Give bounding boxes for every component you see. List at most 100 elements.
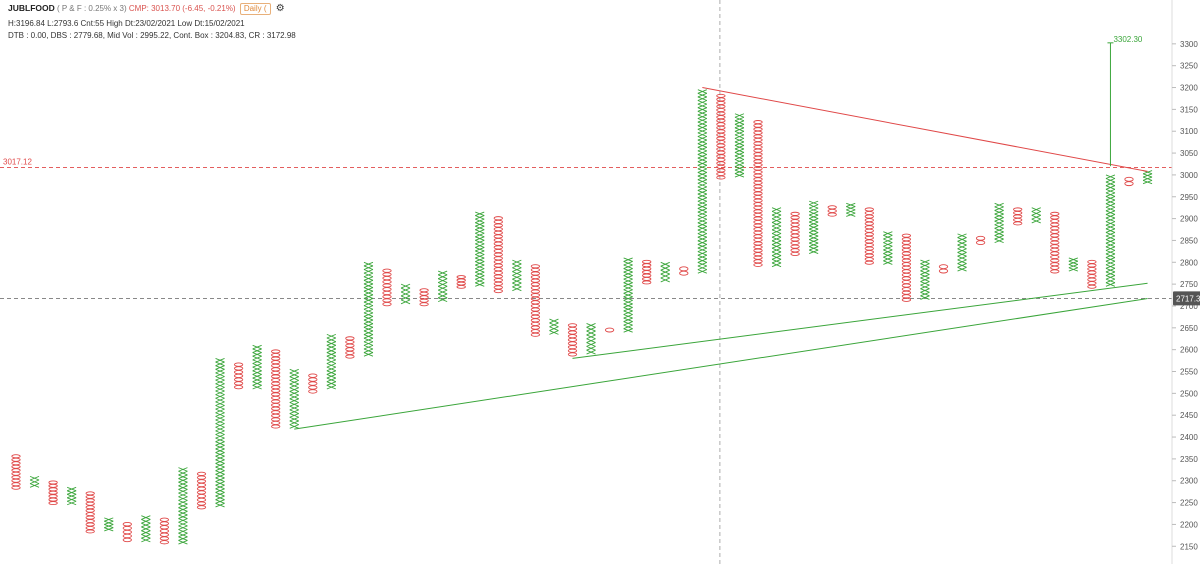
o-mark xyxy=(790,222,800,227)
x-mark xyxy=(771,251,782,257)
o-mark xyxy=(48,490,58,495)
x-mark xyxy=(215,477,225,482)
x-mark xyxy=(586,349,596,355)
x-mark xyxy=(437,285,448,291)
x-mark xyxy=(363,323,374,328)
x-mark xyxy=(475,257,485,262)
o-mark xyxy=(48,480,58,485)
o-column xyxy=(753,120,763,267)
o-mark xyxy=(716,157,726,162)
x-mark xyxy=(623,292,633,298)
o-mark xyxy=(493,263,503,268)
y-tick-label: 2500 xyxy=(1180,389,1198,398)
x-mark xyxy=(883,234,893,240)
o-mark xyxy=(48,487,58,492)
x-mark xyxy=(697,247,708,253)
o-mark xyxy=(493,267,503,272)
o-mark xyxy=(271,381,281,386)
x-mark xyxy=(957,248,967,253)
o-mark xyxy=(1050,211,1060,216)
x-mark xyxy=(437,282,448,287)
current-price: CMP: 3013.70 (-6.45, -0.21%) xyxy=(128,4,236,13)
x-mark xyxy=(808,239,819,244)
o-mark xyxy=(642,266,652,271)
o-mark xyxy=(530,264,541,269)
o-mark xyxy=(233,381,244,386)
o-mark xyxy=(1087,263,1097,268)
o-mark xyxy=(753,219,763,225)
x-mark xyxy=(623,278,633,284)
x-mark xyxy=(363,294,374,299)
x-mark xyxy=(697,186,708,191)
x-mark xyxy=(326,344,337,350)
x-mark xyxy=(808,242,819,247)
x-mark xyxy=(957,237,967,242)
o-mark xyxy=(604,327,615,333)
price-tag xyxy=(1173,291,1200,306)
x-mark xyxy=(660,269,670,275)
x-mark xyxy=(363,269,374,274)
x-mark xyxy=(586,330,596,336)
x-mark xyxy=(215,361,225,367)
x-mark xyxy=(475,246,485,252)
x-mark xyxy=(289,383,299,389)
x-mark xyxy=(586,342,596,347)
x-mark xyxy=(437,289,448,295)
x-mark xyxy=(363,341,374,346)
o-mark xyxy=(753,177,763,182)
x-mark xyxy=(215,415,225,421)
x-mark xyxy=(178,478,188,483)
x-column xyxy=(549,318,559,335)
x-mark xyxy=(512,263,522,269)
x-mark xyxy=(178,521,188,527)
o-mark xyxy=(345,354,355,359)
x-mark xyxy=(215,372,225,377)
o-mark xyxy=(271,403,281,408)
x-mark xyxy=(1105,181,1116,187)
x-mark xyxy=(104,517,114,522)
x-column xyxy=(475,211,485,287)
gear-icon[interactable]: ⚙ xyxy=(275,3,285,14)
y-tick-label: 2750 xyxy=(1180,280,1198,289)
o-mark xyxy=(753,148,763,153)
o-mark xyxy=(790,251,800,256)
o-mark xyxy=(271,410,281,415)
o-column xyxy=(864,207,874,265)
chart-params: ( P & F : 0.25% x 3) xyxy=(56,4,127,13)
x-mark xyxy=(363,344,374,350)
x-mark xyxy=(697,211,708,217)
o-mark xyxy=(233,366,244,371)
x-mark xyxy=(326,341,337,346)
y-tick-label: 2450 xyxy=(1180,411,1198,420)
o-mark xyxy=(1013,221,1023,226)
x-mark xyxy=(326,359,337,364)
o-mark xyxy=(642,280,652,285)
o-column xyxy=(827,205,837,217)
x-column xyxy=(400,283,411,305)
x-mark xyxy=(1105,203,1116,208)
x-mark xyxy=(215,481,225,486)
o-mark xyxy=(1050,244,1060,249)
o-mark xyxy=(493,274,503,279)
x-mark xyxy=(734,137,745,143)
x-mark xyxy=(808,225,819,230)
o-mark xyxy=(85,494,95,499)
x-mark xyxy=(808,200,819,206)
x-mark xyxy=(400,287,411,293)
x-mark xyxy=(808,218,819,223)
o-column xyxy=(901,233,912,302)
x-mark xyxy=(994,202,1004,208)
o-column xyxy=(642,259,652,285)
o-column xyxy=(938,264,949,274)
o-mark xyxy=(716,104,726,109)
o-mark xyxy=(493,281,503,286)
timeframe-select[interactable]: Daily ( xyxy=(239,3,271,15)
x-mark xyxy=(363,287,374,292)
o-mark xyxy=(753,202,763,207)
x-mark xyxy=(215,495,225,501)
x-mark xyxy=(512,286,522,292)
o-mark xyxy=(196,486,207,491)
x-mark xyxy=(475,211,485,217)
o-mark xyxy=(530,293,541,298)
